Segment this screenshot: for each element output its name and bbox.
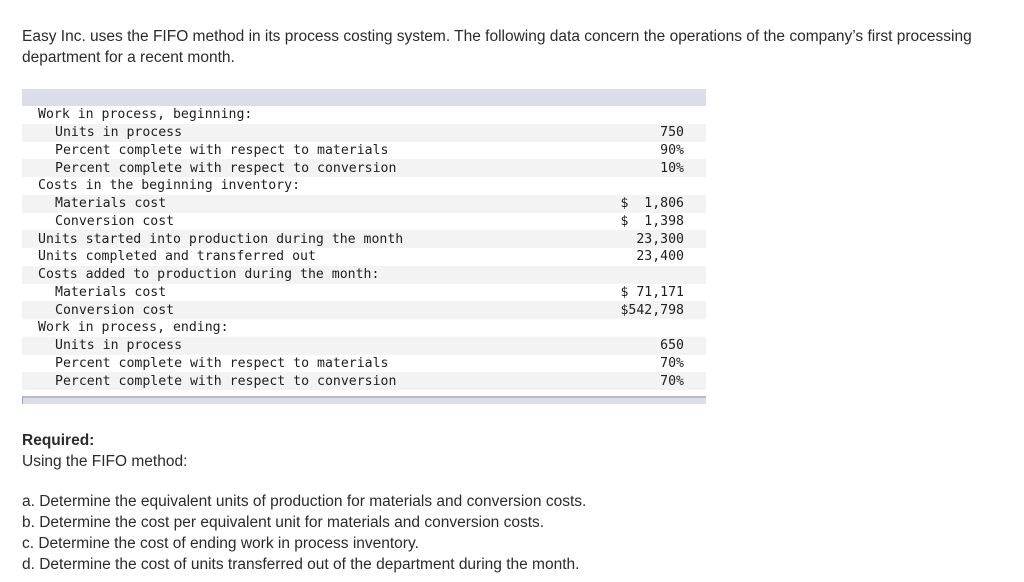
table-row: Materials cost $ 71,171 [22,284,706,302]
row-label: Costs added to production during the mon… [38,267,380,283]
row-label: Conversion cost [55,213,175,229]
row-label: Costs in the beginning inventory: [38,178,301,194]
row-label: Units completed and transferred out [38,249,316,265]
task-item-d: d. Determine the cost of units transferr… [22,556,580,573]
task-list: a. Determine the equivalent units of pro… [22,491,586,575]
table-row: Conversion cost $542,798 [22,301,706,319]
row-label: Percent complete with respect to materia… [55,355,389,371]
problem-intro: Easy Inc. uses the FIFO method in its pr… [22,28,972,66]
table-row: Units in process 650 [22,336,706,355]
table-row: Work in process, beginning: [22,106,706,124]
row-value: 23,400 [636,249,684,265]
task-item-b: b. Determine the cost per equivalent uni… [22,514,545,531]
row-label: Work in process, ending: [38,320,229,336]
row-label: Units in process [55,125,183,141]
row-label: Conversion cost [55,302,175,318]
row-value: 10% [660,160,684,176]
data-table: Work in process, beginning: Units in proc… [22,89,706,404]
table-row: Percent complete with respect to materia… [22,355,706,373]
table-row: Costs added to production during the mon… [22,265,706,284]
row-label: Percent complete with respect to materia… [55,142,389,158]
row-value: 70% [660,373,684,389]
row-value: $ 71,171 [620,284,684,300]
task-item-c: c. Determine the cost of ending work in … [22,535,419,552]
table-row: Percent complete with respect to convers… [22,159,706,177]
row-value: $542,798 [620,302,684,318]
table-row: Percent complete with respect to materia… [22,142,706,160]
table-row: Units started into production during the… [22,230,706,248]
table-footer-bar [22,396,706,404]
table-row: Costs in the beginning inventory: [22,177,706,195]
row-label: Units in process [55,338,183,354]
row-label: Units started into production during the… [38,231,404,247]
row-value: $ 1,806 [620,196,684,212]
row-label: Percent complete with respect to convers… [55,160,397,176]
required-section: Required: Using the FIFO method: [22,430,187,472]
row-label: Materials cost [55,284,167,300]
table-row: Work in process, ending: [22,319,706,337]
row-value: 90% [660,142,684,158]
table-row: Materials cost $ 1,806 [22,194,706,213]
row-label: Work in process, beginning: [38,107,253,123]
row-label: Percent complete with respect to convers… [55,373,397,389]
task-item-a: a. Determine the equivalent units of pro… [22,493,587,510]
table-row: Conversion cost $ 1,398 [22,213,706,231]
table-row: Units in process 750 [22,123,706,142]
table-header-bar [22,89,706,106]
table-row: Units completed and transferred out 23,40… [22,248,706,266]
row-value: 750 [660,125,684,141]
table-body: Work in process, beginning: Units in proc… [22,106,706,390]
row-value: 23,300 [636,231,684,247]
required-subtitle: Using the FIFO method: [22,453,188,470]
table-row: Percent complete with respect to convers… [22,372,706,390]
required-title: Required: [22,432,95,449]
row-value: 70% [660,355,684,371]
row-value: 650 [660,338,684,354]
row-value: $ 1,398 [620,213,684,229]
row-label: Materials cost [55,196,167,212]
